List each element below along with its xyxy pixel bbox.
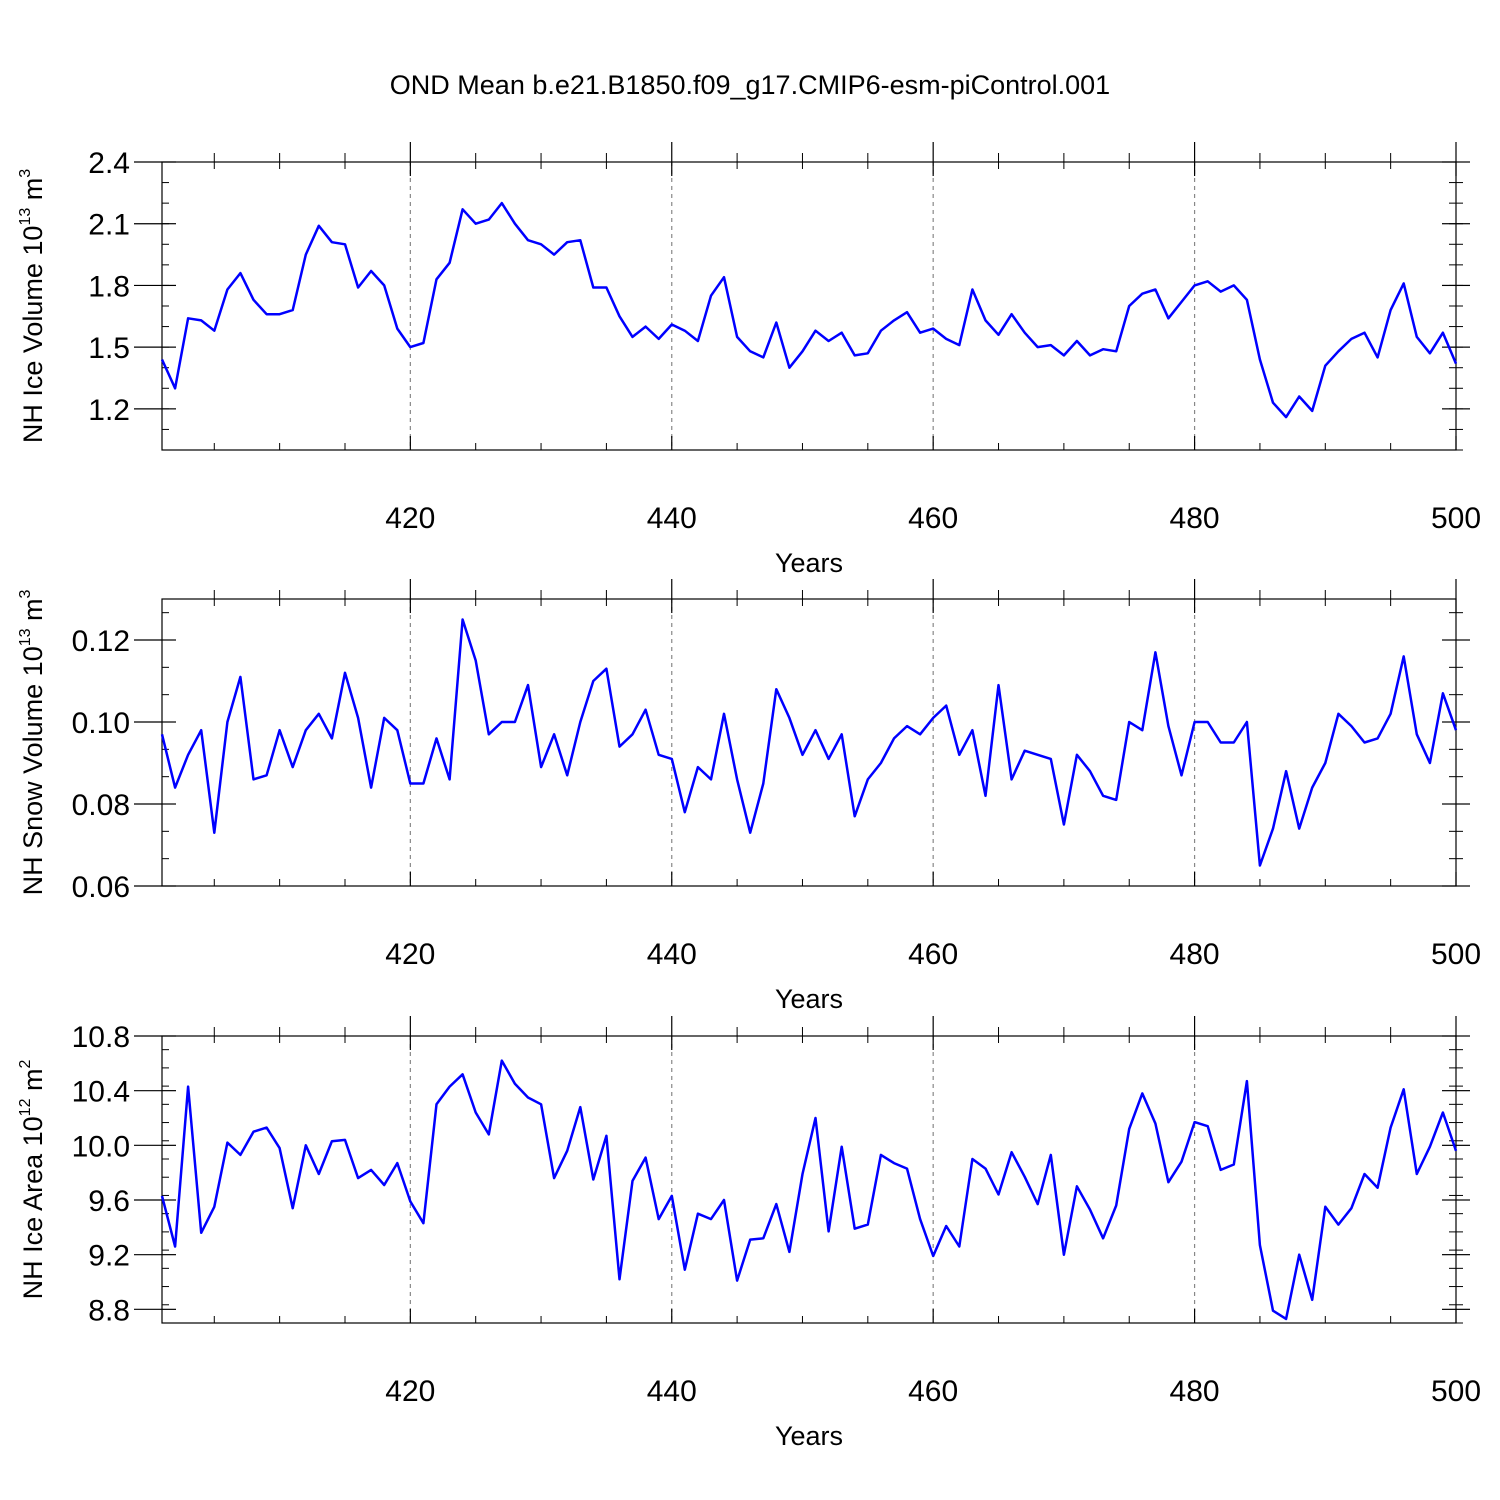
y-tick-label: 10.8 — [72, 1021, 130, 1054]
x-tick-label: 480 — [1170, 1375, 1220, 1408]
panel-3: 420 440 460 480 500 8.8 9.2 9.6 10.0 10.4 10.8 Year… — [17, 1016, 1481, 1451]
y-tick-label: 1.2 — [88, 394, 130, 427]
y-tick-label: 0.08 — [72, 789, 130, 822]
x-tick-label: 500 — [1431, 502, 1481, 535]
y-tick-label: 0.12 — [72, 625, 130, 658]
x-axis-title: Years — [775, 548, 843, 578]
plot-frame — [161, 598, 1457, 887]
x-tick-label: 500 — [1431, 938, 1481, 971]
plot-frame — [161, 161, 1457, 451]
x-tick-label: 480 — [1170, 938, 1220, 971]
y-axis-title: NH Ice Area 1012 m2 — [17, 1060, 48, 1300]
x-tick-label: 480 — [1170, 502, 1220, 535]
y-tick-label: 10.4 — [72, 1076, 130, 1109]
y-tick-label: 9.2 — [88, 1240, 130, 1273]
x-tick-label: 440 — [647, 502, 697, 535]
x-tick-label: 460 — [908, 938, 958, 971]
x-tick-label: 420 — [385, 1375, 435, 1408]
y-axis-title: NH Ice Volume 1013 m3 — [17, 169, 48, 443]
x-tick-label: 420 — [385, 502, 435, 535]
y-tick-label: 9.6 — [88, 1185, 130, 1218]
y-tick-label: 10.0 — [72, 1130, 130, 1163]
figure-title: OND Mean b.e21.B1850.f09_g17.CMIP6-esm-p… — [389, 70, 1111, 100]
y-axis-title: NH Snow Volume 1013 m3 — [17, 589, 48, 895]
x-axis-title: Years — [775, 984, 843, 1014]
x-tick-label: 440 — [647, 938, 697, 971]
x-tick-label: 460 — [908, 502, 958, 535]
y-tick-label: 2.4 — [88, 147, 130, 180]
x-tick-label: 440 — [647, 1375, 697, 1408]
series-line — [160, 1059, 1458, 1321]
x-tick-label: 420 — [385, 938, 435, 971]
y-tick-label: 0.10 — [72, 707, 130, 740]
series-line — [160, 618, 1458, 867]
y-tick-label: 2.1 — [88, 209, 130, 242]
y-tick-label: 1.8 — [88, 270, 130, 303]
y-tick-label: 8.8 — [88, 1294, 130, 1327]
series-line — [160, 201, 1458, 419]
panel-1: 420 440 460 480 500 1.2 1.5 1.8 2.1 2.4 Years NH Ic… — [17, 142, 1481, 578]
y-tick-label: 0.06 — [72, 871, 130, 904]
x-tick-label: 460 — [908, 1375, 958, 1408]
x-axis-title: Years — [775, 1421, 843, 1451]
y-tick-label: 1.5 — [88, 332, 130, 365]
plot-frame — [161, 1035, 1457, 1324]
panel-2: 420 440 460 480 500 0.06 0.08 0.10 0.12 Years NH S… — [17, 579, 1481, 1014]
x-tick-label: 500 — [1431, 1375, 1481, 1408]
